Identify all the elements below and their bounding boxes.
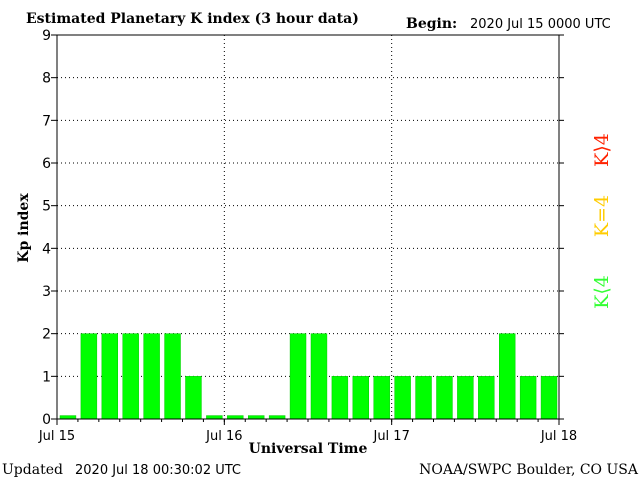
kp-bar [80, 333, 98, 420]
kp-bar [185, 376, 202, 420]
kp-bar [499, 333, 516, 420]
x-axis-ticks: Jul 15 Jul 16 Jul 17 Jul 18 [38, 419, 577, 444]
source-credit: NOAA/SWPC Boulder, CO USA [419, 462, 639, 478]
kp-bar [415, 376, 432, 420]
x-axis-label: Universal Time [249, 441, 368, 457]
y-tick-label: 4 [42, 241, 51, 257]
kp-bar [59, 415, 77, 420]
updated-value: 2020 Jul 18 00:30:02 UTC [75, 463, 241, 478]
grid-lines [57, 34, 559, 419]
kp-bar [164, 333, 181, 420]
legend-k-less-4: K⟨4 [591, 275, 613, 309]
updated-label: Updated [2, 462, 63, 478]
kp-bar [289, 333, 307, 420]
legend-k-equal-4: K=4 [591, 195, 613, 237]
y-tick-label: 9 [42, 28, 51, 44]
begin-value: 2020 Jul 15 0000 UTC [470, 17, 611, 32]
kp-bar [394, 376, 411, 420]
y-tick-label: 3 [42, 284, 51, 300]
bars [59, 333, 558, 420]
kp-bar [478, 376, 495, 420]
y-tick-label: 8 [42, 71, 51, 87]
kp-bar [122, 333, 139, 420]
y-axis-ticks: 0 1 2 3 4 5 6 7 8 9 [42, 28, 564, 428]
kp-bar [540, 376, 558, 420]
y-tick-label: 6 [42, 156, 51, 172]
y-tick-label: 2 [42, 327, 51, 343]
x-tick-label: Jul 17 [372, 429, 409, 444]
kp-bar [143, 333, 160, 420]
kp-bar [352, 376, 370, 420]
kp-bar [248, 415, 265, 420]
kp-bar [373, 376, 390, 420]
kp-bar [331, 376, 349, 420]
legend-k-greater-4: K⟩4 [591, 133, 613, 167]
y-tick-label: 5 [42, 199, 51, 215]
kp-bar [206, 415, 223, 420]
chart-title: Estimated Planetary K index (3 hour data… [26, 11, 359, 27]
kp-bar [310, 333, 328, 420]
y-axis-label: Kp index [16, 193, 32, 263]
y-tick-label: 7 [42, 113, 51, 129]
kp-bar [457, 376, 474, 420]
kp-bar [227, 415, 244, 420]
y-tick-label: 1 [42, 369, 51, 385]
y-tick-label: 0 [42, 412, 51, 428]
x-tick-label: Jul 15 [38, 429, 75, 444]
kp-bar [519, 376, 537, 420]
x-tick-label: Jul 16 [205, 429, 242, 444]
kp-bar [101, 333, 119, 420]
kp-bar [268, 415, 286, 420]
kp-bar [436, 376, 453, 420]
x-tick-label: Jul 18 [540, 429, 577, 444]
begin-label: Begin: [406, 16, 457, 32]
